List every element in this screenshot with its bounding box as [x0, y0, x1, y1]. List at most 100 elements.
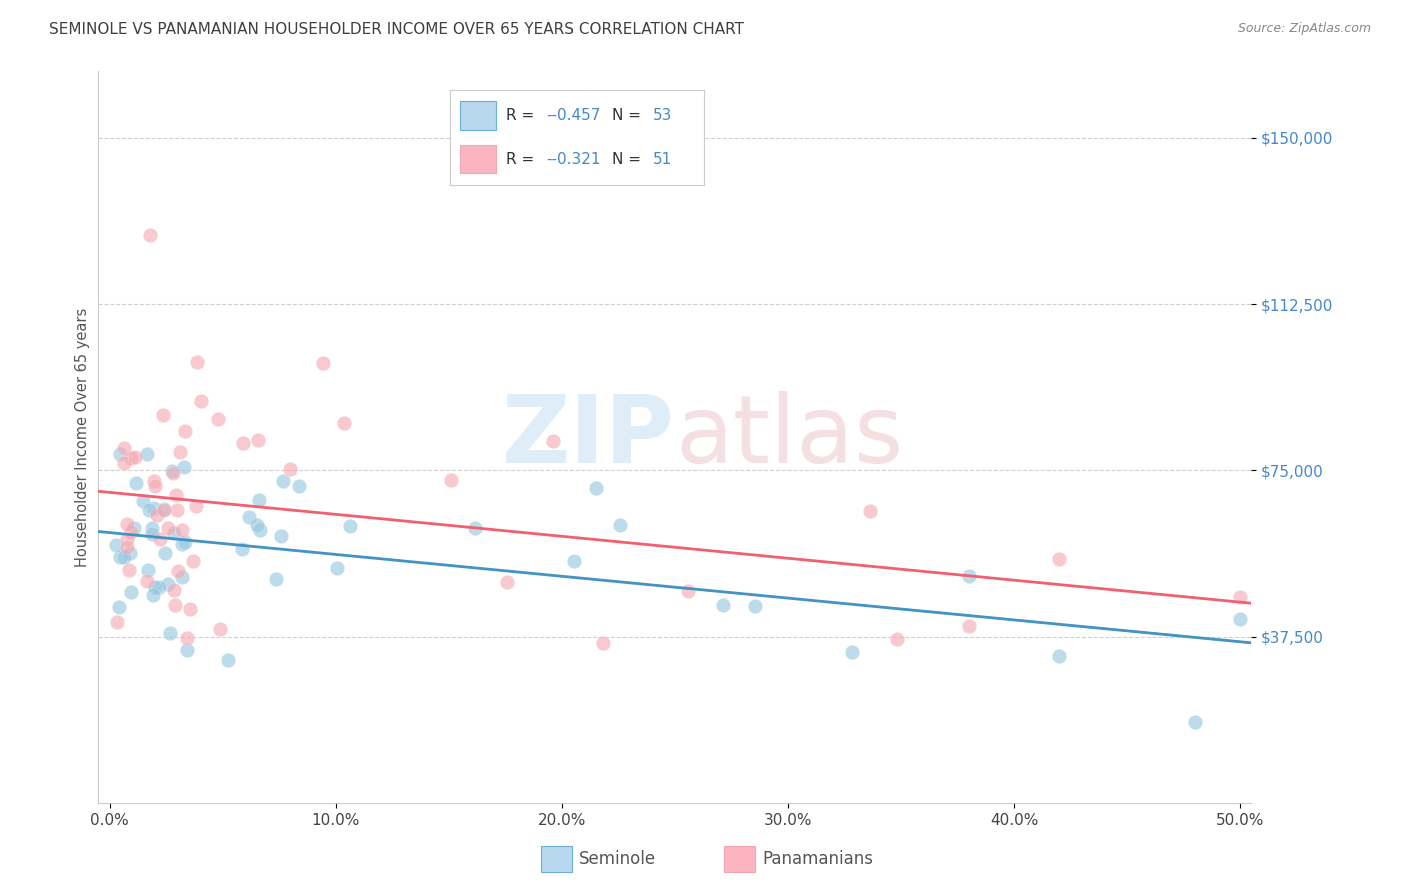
Point: [957, 619, 980, 633]
Point: [957, 569, 980, 583]
Point: [1229, 612, 1251, 626]
Point: [146, 508, 169, 522]
Point: [136, 447, 159, 461]
Point: [115, 532, 138, 546]
Point: [152, 409, 174, 423]
Point: [112, 550, 135, 565]
Point: [247, 433, 270, 447]
Point: [173, 460, 195, 475]
Point: [108, 599, 131, 614]
Point: [108, 549, 131, 564]
Point: [115, 517, 138, 532]
Y-axis label: Householder Income Over 65 years: Householder Income Over 65 years: [75, 308, 90, 566]
Point: [149, 532, 172, 546]
Point: [190, 393, 212, 408]
Point: [112, 456, 135, 470]
Point: [105, 538, 128, 552]
Point: [169, 445, 191, 459]
Point: [141, 521, 163, 535]
Point: [163, 599, 186, 613]
Point: [271, 474, 294, 488]
Point: [464, 521, 486, 535]
Point: [163, 525, 186, 540]
Point: [156, 521, 179, 535]
Point: [744, 599, 766, 613]
Point: [138, 502, 160, 516]
Point: [440, 473, 463, 487]
Point: [143, 474, 166, 488]
Point: [543, 434, 565, 449]
Point: [231, 542, 253, 557]
Point: [217, 653, 239, 667]
Point: [112, 441, 135, 455]
Point: [157, 576, 180, 591]
Point: [288, 479, 311, 493]
Point: [312, 356, 335, 370]
Point: [153, 546, 176, 560]
Point: [1184, 714, 1206, 729]
Point: [333, 416, 356, 430]
Point: [1047, 648, 1070, 663]
Point: [270, 529, 292, 543]
Point: [886, 632, 908, 646]
Point: [186, 355, 208, 369]
Point: [167, 564, 190, 578]
Point: [120, 584, 142, 599]
Point: [841, 645, 863, 659]
Point: [153, 501, 176, 516]
Text: Panamanians: Panamanians: [762, 850, 873, 868]
Point: [207, 412, 229, 426]
Point: [339, 519, 361, 533]
Point: [676, 583, 699, 598]
Point: [124, 450, 146, 465]
Point: [609, 518, 631, 533]
Point: [238, 510, 260, 524]
Point: [562, 554, 585, 568]
Point: [165, 488, 187, 502]
Point: [173, 425, 195, 439]
Text: Seminole: Seminole: [579, 850, 657, 868]
Point: [1047, 551, 1070, 566]
Point: [115, 540, 138, 554]
Point: [166, 503, 188, 517]
Point: [143, 479, 166, 493]
Point: [153, 502, 176, 516]
Point: [148, 580, 170, 594]
Point: [170, 523, 193, 537]
Text: atlas: atlas: [675, 391, 903, 483]
Text: SEMINOLE VS PANAMANIAN HOUSEHOLDER INCOME OVER 65 YEARS CORRELATION CHART: SEMINOLE VS PANAMANIAN HOUSEHOLDER INCOM…: [49, 22, 744, 37]
Point: [105, 615, 128, 630]
Point: [176, 631, 198, 645]
Point: [278, 462, 301, 476]
Point: [120, 524, 142, 539]
Point: [859, 504, 882, 518]
Point: [139, 228, 162, 243]
Point: [108, 448, 131, 462]
Text: ZIP: ZIP: [502, 391, 675, 483]
Point: [118, 563, 141, 577]
Point: [181, 554, 204, 568]
Point: [264, 572, 287, 586]
Point: [1229, 591, 1251, 605]
Point: [141, 527, 163, 541]
Point: [246, 518, 269, 533]
Point: [120, 545, 142, 559]
Text: Source: ZipAtlas.com: Source: ZipAtlas.com: [1237, 22, 1371, 36]
Point: [209, 622, 232, 636]
Point: [174, 534, 197, 549]
Point: [232, 436, 254, 450]
Point: [247, 493, 270, 508]
Point: [170, 569, 193, 583]
Point: [120, 450, 142, 465]
Point: [159, 625, 181, 640]
Point: [142, 588, 165, 602]
Point: [172, 537, 194, 551]
Point: [711, 598, 734, 612]
Point: [125, 475, 148, 490]
Point: [162, 464, 184, 478]
Point: [136, 574, 159, 588]
Point: [122, 521, 145, 535]
Point: [143, 581, 166, 595]
Point: [179, 601, 201, 615]
Point: [249, 523, 271, 537]
